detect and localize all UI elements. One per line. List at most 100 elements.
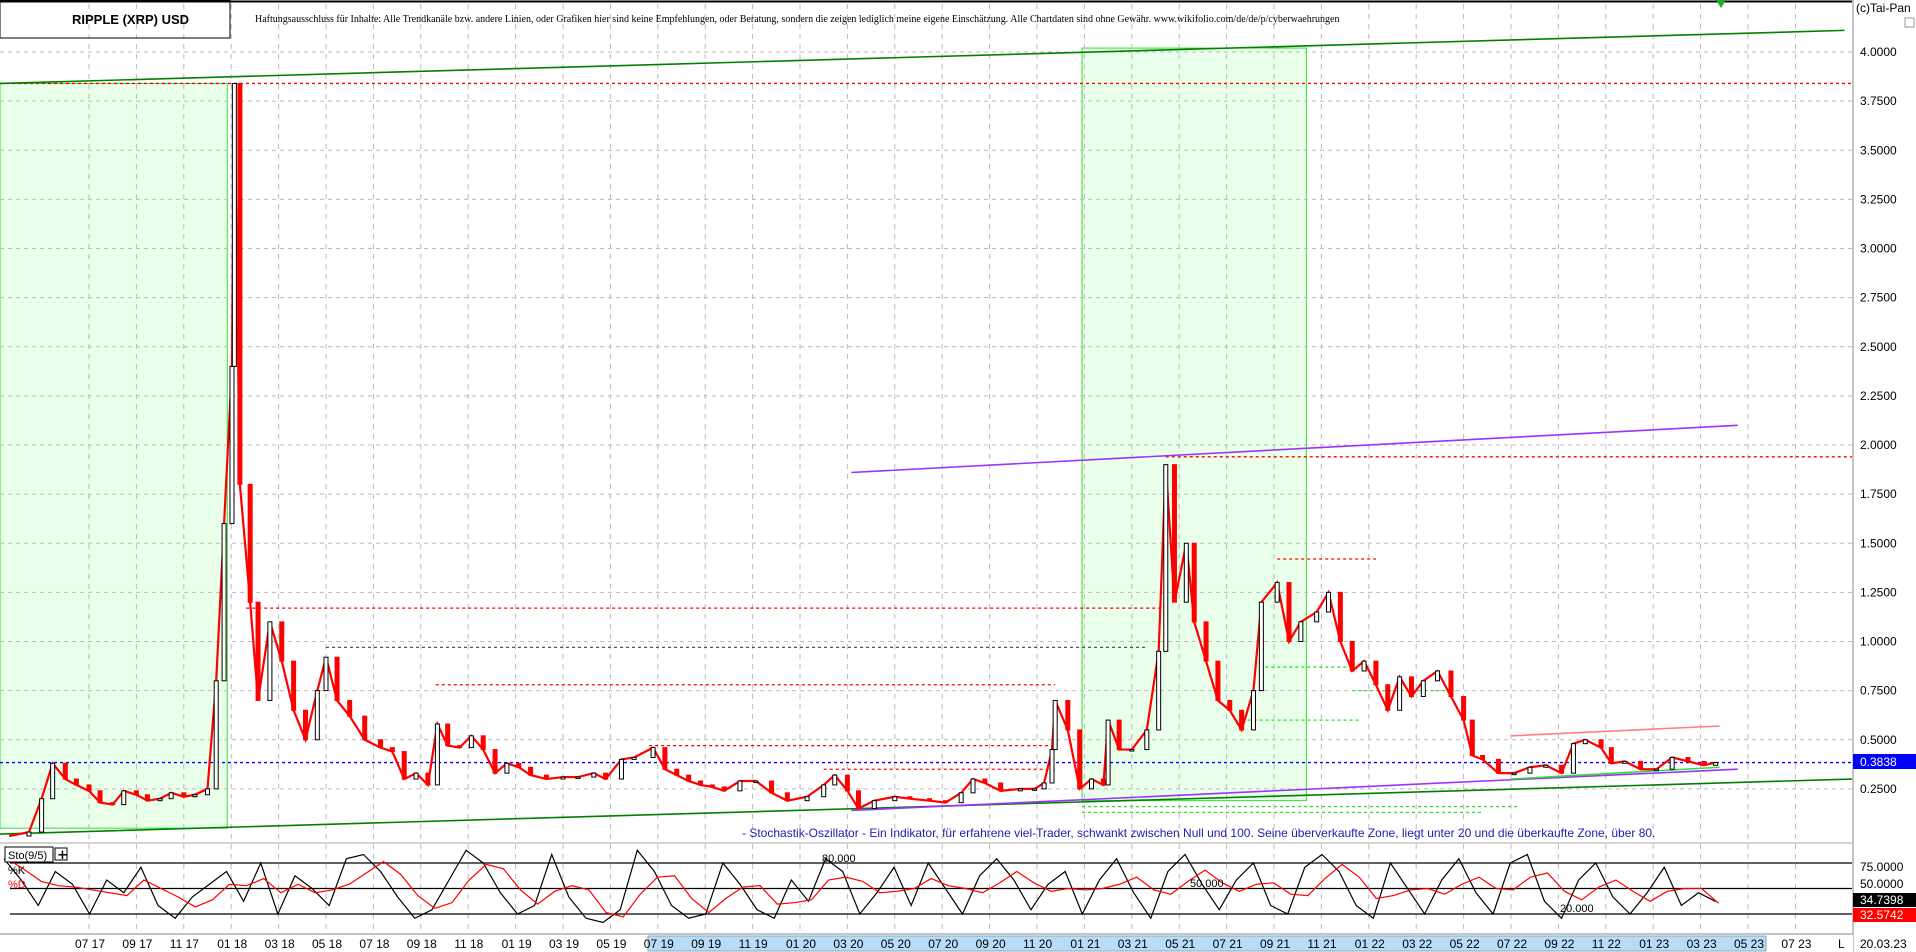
candle <box>50 762 56 800</box>
candle <box>144 794 150 802</box>
candle <box>221 523 227 682</box>
candle <box>279 621 285 662</box>
candle <box>697 780 703 786</box>
chart-title: RIPPLE (XRP) USD <box>72 12 189 27</box>
candle <box>492 749 498 774</box>
candle <box>970 778 976 794</box>
candle <box>237 82 243 485</box>
candle <box>302 709 308 741</box>
candle <box>86 784 92 792</box>
candle <box>1598 739 1604 749</box>
candle <box>1052 699 1058 751</box>
candle <box>1017 788 1023 792</box>
candle <box>1701 760 1707 766</box>
date-tick: 05 23 <box>1734 937 1764 951</box>
candle <box>39 798 45 833</box>
date-tick: 09 22 <box>1544 937 1574 951</box>
level-80-label: 80.000 <box>822 853 856 865</box>
collapse-button[interactable] <box>1904 17 1915 28</box>
price-tick: 3.5000 <box>1860 143 1897 157</box>
price-tick: 4.0000 <box>1860 45 1897 59</box>
price-tick: 2.0000 <box>1860 438 1897 452</box>
price-tick: 1.7500 <box>1860 487 1897 501</box>
candle <box>1480 754 1486 760</box>
candle <box>1089 778 1095 790</box>
price-tick: 1.2500 <box>1860 585 1897 599</box>
candle <box>1622 760 1628 764</box>
candle <box>721 786 727 792</box>
date-tick: 07 19 <box>644 937 674 951</box>
candle <box>157 798 163 802</box>
candle <box>575 776 581 780</box>
candle <box>1298 621 1304 642</box>
candle <box>205 788 210 796</box>
candle <box>168 792 174 800</box>
candle <box>618 758 624 780</box>
date-tick: 03 20 <box>833 937 863 951</box>
add-indicator-button[interactable] <box>54 847 68 861</box>
marker-triangle-icon <box>1716 0 1726 8</box>
title-box <box>0 0 231 39</box>
candle <box>434 723 440 786</box>
price-tick: 0.5000 <box>1860 733 1897 747</box>
candle <box>1511 772 1517 776</box>
candle <box>1163 464 1169 652</box>
candle <box>480 735 486 751</box>
plus-icon: + <box>57 848 68 863</box>
candle <box>737 780 743 792</box>
date-tick: 01 21 <box>1070 937 1100 951</box>
candle <box>314 690 320 741</box>
date-tick: 09 18 <box>407 937 437 951</box>
date-tick: 07 23 <box>1781 937 1811 951</box>
date-tick: 07 21 <box>1213 937 1243 951</box>
candle <box>1653 768 1659 772</box>
grid <box>0 4 1852 933</box>
date-tick: 05 20 <box>881 937 911 951</box>
indicator-label-box[interactable] <box>4 846 54 863</box>
date-tick: 05 19 <box>596 937 626 951</box>
candle <box>133 790 139 796</box>
candle <box>686 774 692 782</box>
candle <box>844 774 850 792</box>
candle <box>784 792 790 802</box>
horizontal-lines <box>0 82 1852 814</box>
d-value-label: 32.5742 <box>1860 908 1904 922</box>
date-tick: 05 21 <box>1165 937 1195 951</box>
trend-line <box>851 768 1738 812</box>
highlight-zone <box>1081 47 1307 802</box>
date-axis-highlight[interactable] <box>647 935 1767 952</box>
price-axis: 0.2500 0.5000 0.7500 1.0000 1.2500 1.5000 1.75… <box>1860 45 1897 796</box>
scale-button[interactable]: L <box>1838 937 1845 951</box>
candle <box>560 776 566 780</box>
date-tick: 03 19 <box>549 937 579 951</box>
candle <box>1100 778 1106 786</box>
candle <box>1337 591 1343 642</box>
candle <box>323 656 329 692</box>
date-tick: 11 18 <box>454 937 483 951</box>
candle <box>892 796 898 802</box>
candle <box>1527 766 1533 774</box>
candle <box>181 792 187 798</box>
candle <box>291 660 297 711</box>
candle <box>927 798 933 802</box>
date-tick: 09 17 <box>122 937 152 951</box>
candle <box>650 747 656 758</box>
candle <box>998 782 1004 792</box>
candle <box>247 483 253 603</box>
candle <box>334 656 340 701</box>
price-tick: 2.2500 <box>1860 389 1897 403</box>
candle <box>709 784 715 788</box>
candle <box>1250 690 1256 731</box>
candle <box>121 790 127 806</box>
d-value-badge <box>1853 908 1916 922</box>
candle <box>871 800 877 810</box>
date-tick: 05 18 <box>312 937 342 951</box>
date-tick: 01 18 <box>217 937 247 951</box>
date-tick: 09 20 <box>976 937 1006 951</box>
candle <box>1105 719 1111 786</box>
price-line <box>8 83 1716 838</box>
date-tick: 09 21 <box>1260 937 1290 951</box>
candle <box>1227 699 1233 711</box>
candle <box>1258 601 1264 692</box>
